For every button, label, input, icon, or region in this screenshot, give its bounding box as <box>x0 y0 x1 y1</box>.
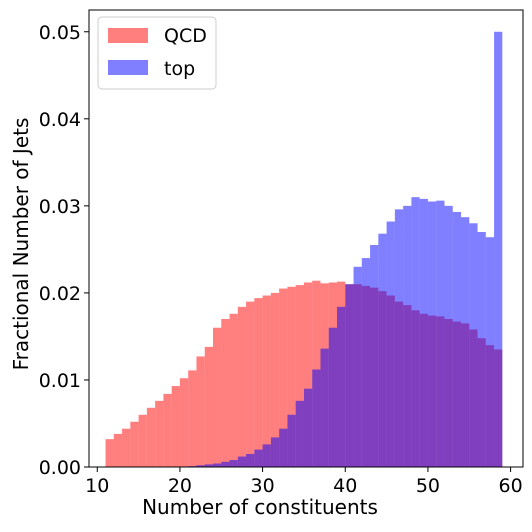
x-axis-ticks: 10 20 30 40 50 60 <box>85 467 523 497</box>
x-axis-label: Number of constituents <box>142 495 378 519</box>
y-tick-label: 0.01 <box>39 370 81 392</box>
bar-qcd-15 <box>138 414 147 467</box>
bar-top-28 <box>246 453 255 467</box>
bar-top-42 <box>361 258 371 467</box>
bar-qcd-24 <box>213 327 222 467</box>
bar-top-26 <box>229 460 238 467</box>
bar-top-40 <box>345 284 354 467</box>
bar-top-51 <box>436 200 445 468</box>
bar-top-45 <box>386 221 395 467</box>
bar-top-39 <box>337 306 346 467</box>
bar-qcd-30 <box>262 295 271 467</box>
bar-top-31 <box>270 437 280 467</box>
bar-qcd-35 <box>303 282 313 467</box>
bar-top-35 <box>303 388 313 467</box>
bar-qcd-32 <box>279 288 288 467</box>
bar-top-32 <box>279 428 288 467</box>
bar-top-37 <box>320 348 329 467</box>
bar-top-27 <box>237 456 247 467</box>
bar-qcd-31 <box>270 292 280 467</box>
legend-label-qcd: QCD <box>164 25 207 47</box>
bar-qcd-26 <box>229 313 238 467</box>
x-tick-label: 20 <box>168 475 192 497</box>
bar-top-30 <box>262 444 271 467</box>
bar-top-44 <box>378 233 387 467</box>
bar-top-25 <box>221 461 230 467</box>
bar-qcd-13 <box>122 428 131 467</box>
y-axis-label: Fractional Number of Jets <box>9 118 33 371</box>
bar-top-53 <box>452 211 461 467</box>
bar-top-36 <box>312 369 321 467</box>
bar-top-33 <box>287 414 296 467</box>
bar-top-58 <box>494 31 503 468</box>
bar-top-29 <box>254 449 263 467</box>
x-tick-label: 10 <box>85 475 109 497</box>
bar-qcd-22 <box>196 356 205 467</box>
bar-qcd-33 <box>287 286 296 467</box>
bar-qcd-17 <box>155 400 164 467</box>
bar-qcd-20 <box>179 378 189 467</box>
x-tick-label: 40 <box>333 475 357 497</box>
y-axis-ticks: 0.00 0.01 0.02 0.03 0.04 0.05 <box>39 22 89 479</box>
bar-qcd-27 <box>237 306 247 467</box>
bar-qcd-19 <box>171 386 180 467</box>
bar-top-24 <box>213 463 222 467</box>
y-tick-label: 0.00 <box>39 457 81 479</box>
bar-top-38 <box>328 327 337 467</box>
bar-qcd-18 <box>163 393 172 467</box>
legend-swatch-top <box>108 60 148 75</box>
bar-qcd-25 <box>221 319 230 467</box>
bar-top-46 <box>394 209 404 467</box>
y-tick-label: 0.02 <box>39 283 81 305</box>
bar-top-48 <box>411 197 420 467</box>
y-tick-label: 0.04 <box>39 109 81 131</box>
bar-top-54 <box>461 217 470 467</box>
bars-layer <box>105 31 503 468</box>
legend: QCD top <box>97 16 217 90</box>
x-tick-label: 50 <box>416 475 440 497</box>
bar-top-52 <box>444 205 453 467</box>
bar-top-50 <box>427 201 437 467</box>
bar-qcd-34 <box>295 285 304 467</box>
bar-qcd-12 <box>113 433 123 467</box>
legend-swatch-qcd <box>108 28 148 43</box>
bar-top-34 <box>295 400 304 467</box>
bar-top-56 <box>477 231 486 467</box>
bar-qcd-11 <box>105 439 114 467</box>
x-tick-label: 60 <box>499 475 523 497</box>
bar-top-41 <box>353 266 362 467</box>
bar-top-55 <box>469 223 478 467</box>
x-tick-label: 30 <box>251 475 275 497</box>
bar-qcd-16 <box>146 407 156 467</box>
bar-top-23 <box>204 464 213 467</box>
bar-qcd-21 <box>188 370 197 467</box>
bar-qcd-14 <box>130 421 139 467</box>
bar-top-49 <box>419 198 428 468</box>
y-tick-label: 0.05 <box>39 22 81 44</box>
legend-label-top: top <box>164 58 195 80</box>
bar-top-43 <box>370 245 379 467</box>
bar-top-57 <box>485 237 495 467</box>
bar-top-47 <box>403 205 412 467</box>
plot-frame <box>88 9 524 468</box>
bar-qcd-23 <box>204 346 213 467</box>
bar-qcd-28 <box>246 301 255 467</box>
bar-top-22 <box>196 465 205 467</box>
y-tick-label: 0.03 <box>39 196 81 218</box>
bar-qcd-29 <box>254 298 263 467</box>
